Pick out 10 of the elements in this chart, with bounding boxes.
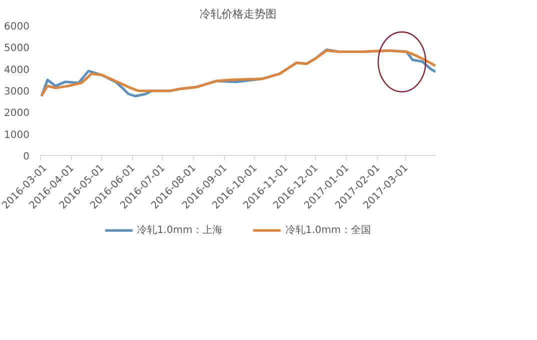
y-tick-label: 1000: [4, 130, 30, 141]
y-tick-label: 4000: [4, 64, 30, 76]
y-tick-label: 5000: [4, 43, 30, 54]
y-tick-label: 6000: [4, 22, 30, 32]
y-tick-label: 3000: [4, 86, 30, 98]
legend-label: 冷轧1.0mm：上海: [137, 224, 222, 237]
legend-label: 冷轧1.0mm：全国: [286, 224, 371, 237]
chart-title: 冷轧价格走势图: [200, 8, 276, 20]
y-tick-label: 0: [23, 152, 30, 162]
y-tick-label: 2000: [4, 108, 30, 120]
